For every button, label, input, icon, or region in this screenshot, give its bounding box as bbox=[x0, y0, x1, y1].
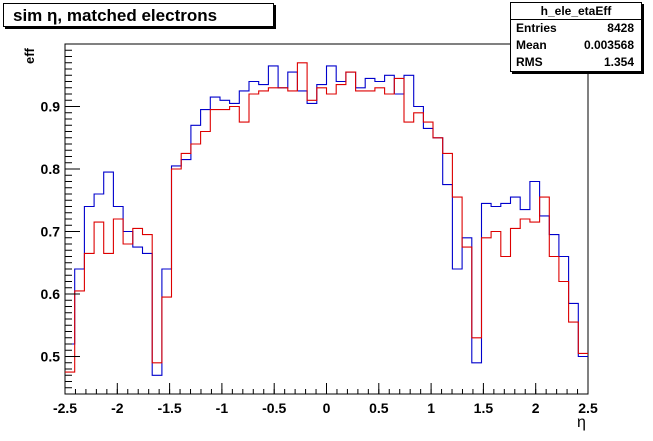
stats-histogram-name: h_ele_etaEff bbox=[511, 3, 641, 20]
stats-key: RMS bbox=[516, 55, 543, 69]
x-axis: -2.5 -2 -1.5 -1 -0.5 0 0.5 1 1.5 2 2.5 bbox=[53, 383, 598, 416]
y-tick-label: 0.6 bbox=[41, 286, 61, 302]
y-tick-label: 0.9 bbox=[41, 99, 61, 115]
x-axis-label: η bbox=[577, 414, 586, 431]
x-tick-label: -2 bbox=[111, 400, 124, 416]
series-line-0 bbox=[65, 65, 588, 376]
stats-value: 0.003568 bbox=[583, 38, 634, 52]
stats-row-mean: Mean 0.003568 bbox=[511, 37, 641, 54]
stats-row-rms: RMS 1.354 bbox=[511, 54, 641, 71]
x-tick-label: 0 bbox=[323, 400, 331, 416]
series-line-1 bbox=[65, 62, 588, 373]
chart-title: sim η, matched electrons bbox=[13, 6, 218, 25]
stats-value: 1.354 bbox=[603, 55, 634, 69]
x-tick-label: 2.5 bbox=[578, 400, 598, 416]
y-tick-label: 0.8 bbox=[41, 161, 61, 177]
x-tick-label: -0.5 bbox=[262, 400, 286, 416]
x-tick-label: 1 bbox=[427, 400, 435, 416]
x-tick-label: 2 bbox=[532, 400, 540, 416]
stats-key: Mean bbox=[516, 38, 547, 52]
chart-title-box: sim η, matched electrons bbox=[3, 3, 274, 27]
stats-box: h_ele_etaEff Entries 8428 Mean 0.003568 … bbox=[510, 2, 642, 72]
x-tick-label: 0.5 bbox=[369, 400, 389, 416]
stats-row-entries: Entries 8428 bbox=[511, 20, 641, 37]
y-axis-label: eff bbox=[22, 48, 37, 64]
y-tick-label: 0.5 bbox=[41, 349, 61, 365]
x-tick-label: -1 bbox=[216, 400, 229, 416]
y-axis: 0.5 0.6 0.7 0.8 0.9 bbox=[41, 43, 80, 395]
stats-value: 8428 bbox=[607, 21, 634, 35]
x-tick-label: 1.5 bbox=[474, 400, 494, 416]
x-tick-label: -2.5 bbox=[53, 400, 77, 416]
x-tick-label: -1.5 bbox=[158, 400, 182, 416]
series-layer bbox=[65, 62, 588, 376]
y-tick-label: 0.7 bbox=[41, 224, 61, 240]
plot-frame bbox=[64, 43, 589, 395]
stats-key: Entries bbox=[516, 21, 557, 35]
